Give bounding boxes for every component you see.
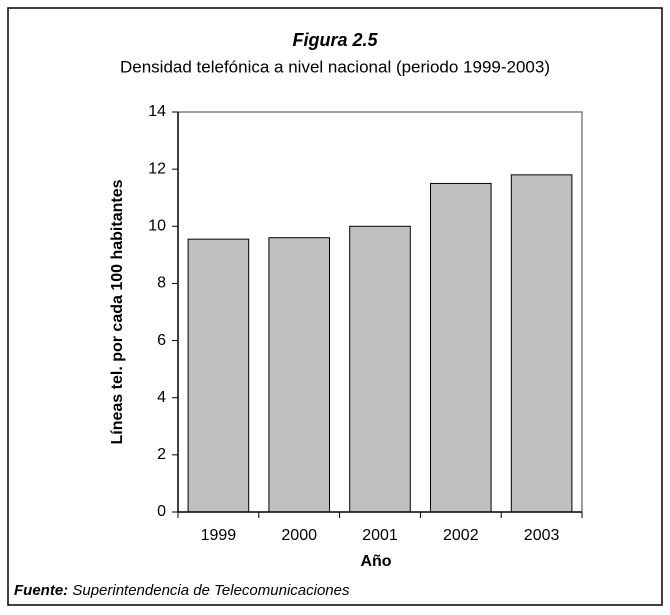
source-text: Superintendencia de Telecomunicaciones (72, 582, 350, 599)
bar (510, 174, 573, 513)
x-axis-title: Año (360, 553, 391, 570)
y-axis-title: Líneas tel. por cada 100 habitantes (109, 179, 126, 444)
chart-subtitle: Densidad telefónica a nivel nacional (pe… (120, 57, 550, 76)
x-tick-label: 2001 (362, 527, 398, 544)
y-tick-label: 2 (157, 446, 166, 463)
y-tick-label: 14 (148, 103, 166, 120)
plot-border (178, 111, 583, 512)
y-tick-label: 0 (157, 503, 166, 520)
chart-title: Figura 2.5 (292, 30, 378, 50)
source: Fuente: Superintendencia de Telecomunica… (14, 582, 350, 599)
y-tick-label: 12 (148, 160, 166, 177)
y-tick-label: 10 (148, 218, 166, 235)
y-tick-label: 8 (157, 275, 166, 292)
bar (430, 182, 492, 513)
bar (187, 238, 250, 513)
y-tick-label: 6 (157, 332, 166, 349)
source-label: Fuente: (14, 582, 68, 599)
x-tick-label: 1999 (201, 527, 237, 544)
x-tick-label: 2000 (281, 527, 317, 544)
bar (268, 237, 330, 513)
bar (349, 225, 411, 513)
x-tick-label: 2002 (443, 527, 479, 544)
x-tick-label: 2003 (524, 527, 560, 544)
y-tick-label: 4 (157, 389, 166, 406)
